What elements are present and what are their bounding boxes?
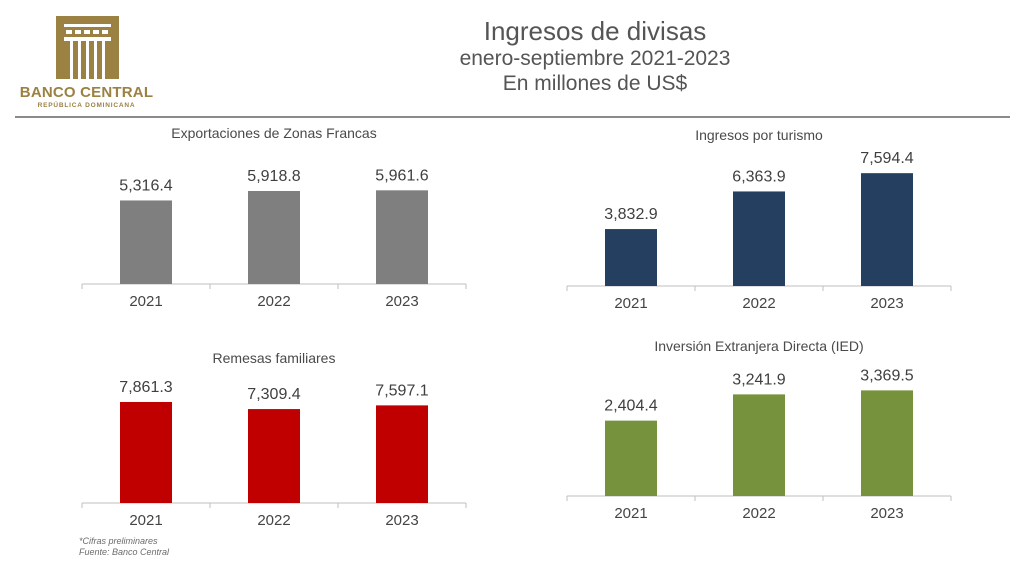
banco-central-logo: BANCO CENTRAL REPÚBLICA DOMINICANA — [14, 14, 159, 110]
page-title: Ingresos de divisas — [483, 16, 707, 46]
x-tick-label: 2021 — [614, 295, 647, 312]
data-label: 7,594.4 — [860, 150, 913, 167]
data-label: 7,309.4 — [247, 386, 300, 403]
footnote: *Cifras preliminares Fuente: Banco Centr… — [79, 536, 169, 558]
logo-subtitle: REPÚBLICA DOMINICANA — [37, 102, 136, 109]
x-tick-label: 2023 — [870, 505, 903, 522]
bar-2022 — [248, 190, 300, 284]
x-tick-label: 2023 — [870, 295, 903, 312]
x-tick-label: 2021 — [614, 505, 647, 522]
x-tick-label: 2022 — [742, 505, 775, 522]
bar-2023 — [861, 173, 913, 286]
x-tick-label: 2023 — [385, 512, 418, 529]
data-label: 3,832.9 — [604, 206, 657, 223]
page-subtitle: enero-septiembre 2021-2023 — [459, 47, 731, 70]
bar-2021 — [605, 229, 657, 286]
data-label: 5,961.6 — [375, 167, 428, 184]
bar-2021 — [120, 401, 172, 503]
chart-turismo: Ingresos por turismo 3,832.9 2021 6,363.9 20… — [566, 127, 952, 312]
x-tick-label: 2022 — [257, 512, 290, 529]
data-label: 7,861.3 — [119, 379, 172, 396]
x-tick-label: 2021 — [129, 512, 162, 529]
bar-2021 — [120, 200, 172, 284]
x-tick-label: 2022 — [742, 295, 775, 312]
chart-title: Exportaciones de Zonas Francas — [171, 125, 376, 141]
data-label: 5,918.8 — [247, 168, 300, 185]
bar-2022 — [248, 409, 300, 503]
bar-2022 — [733, 191, 785, 286]
x-tick-label: 2021 — [129, 293, 162, 310]
x-tick-label: 2022 — [257, 293, 290, 310]
page-title-block: Ingresos de divisas enero-septiembre 202… — [380, 16, 810, 96]
bar-2022 — [733, 394, 785, 496]
chart-ied: Inversión Extranjera Directa (IED) 2,404.… — [566, 338, 952, 522]
data-label: 6,363.9 — [732, 168, 785, 185]
data-label: 3,369.5 — [860, 367, 913, 384]
bar-2023 — [376, 405, 428, 503]
data-label: 2,404.4 — [604, 398, 657, 415]
data-label: 3,241.9 — [732, 371, 785, 388]
chart-zonas-francas: Exportaciones de Zonas Francas 5,316.4 202… — [81, 125, 467, 310]
footnote-source: Fuente: Banco Central — [79, 547, 170, 557]
building-columns-icon — [56, 16, 119, 79]
bar-2023 — [376, 190, 428, 284]
data-label: 5,316.4 — [119, 177, 172, 194]
x-tick-label: 2023 — [385, 293, 418, 310]
chart-remesas: Remesas familiares 7,861.3 2021 7,309.4 2022… — [81, 350, 467, 529]
page-units: En millones de US$ — [502, 72, 688, 95]
chart-title: Inversión Extranjera Directa (IED) — [654, 338, 863, 354]
bar-2023 — [861, 390, 913, 496]
chart-title: Remesas familiares — [213, 350, 336, 366]
logo-name: BANCO CENTRAL — [19, 84, 154, 101]
chart-title: Ingresos por turismo — [695, 127, 823, 143]
bar-2021 — [605, 420, 657, 496]
data-label: 7,597.1 — [375, 382, 428, 399]
header-divider — [15, 116, 1010, 118]
footnote-preliminary: *Cifras preliminares — [79, 536, 158, 546]
